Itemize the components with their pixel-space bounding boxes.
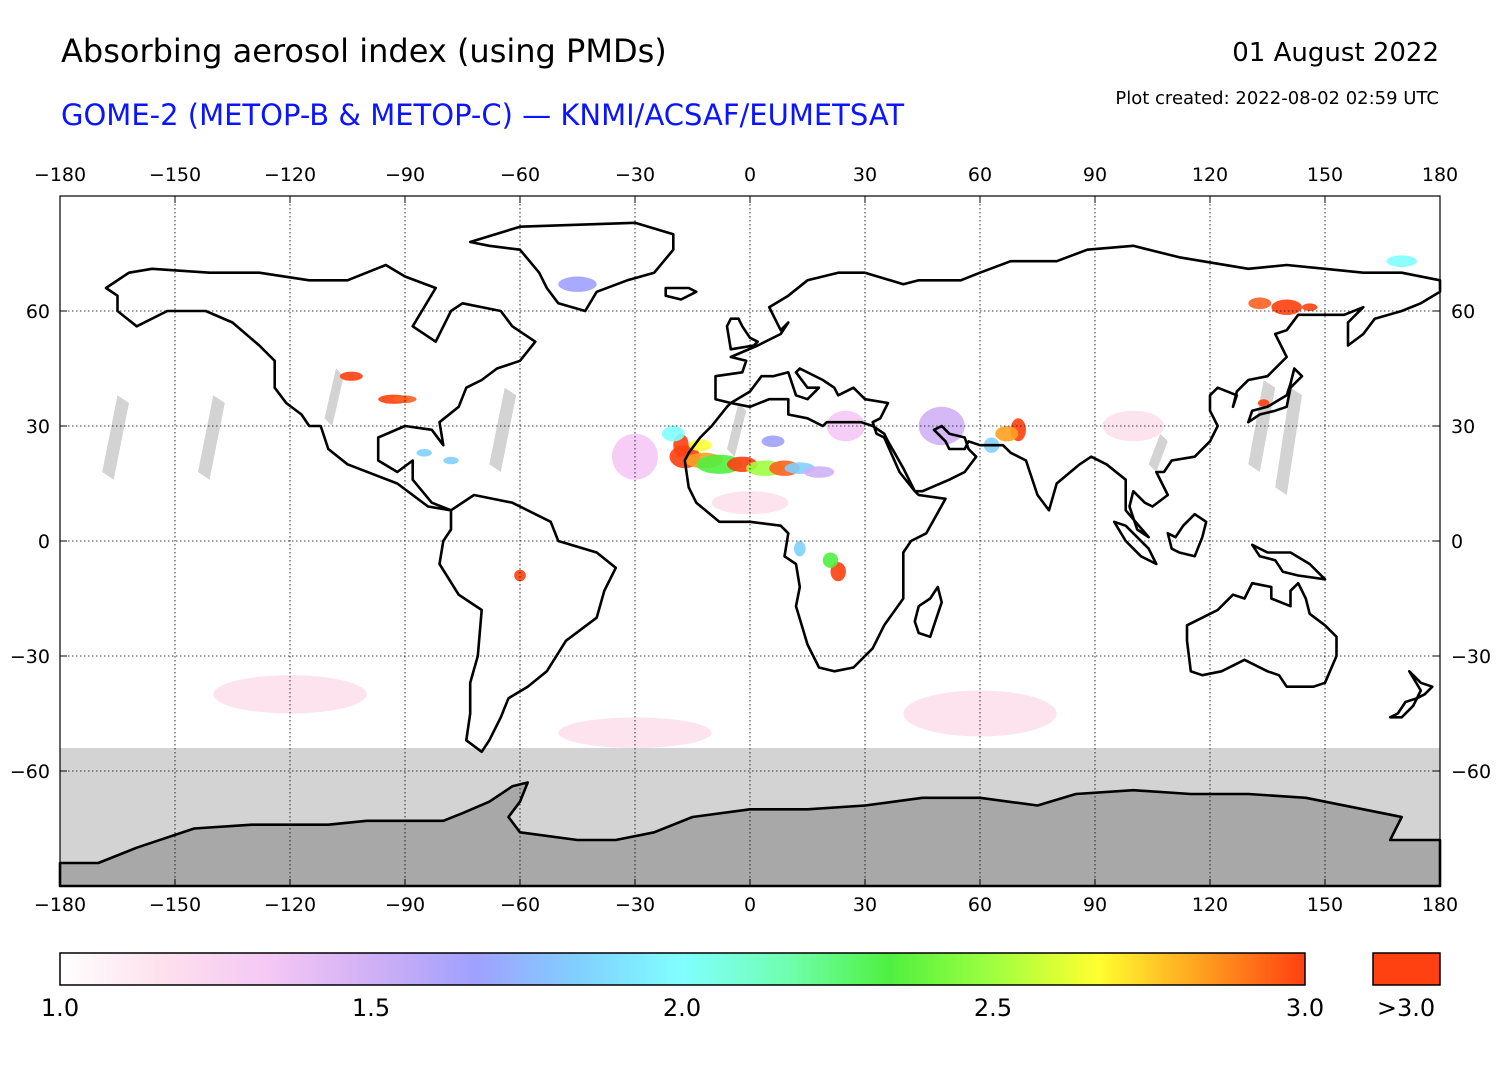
- aerosol-plume: [1248, 297, 1272, 310]
- aerosol-plume: [761, 435, 785, 448]
- lon-tick-label-bottom: −90: [385, 894, 425, 916]
- lon-tick-label-bottom: 150: [1307, 894, 1343, 916]
- lon-tick-label-top: −150: [149, 164, 201, 186]
- aerosol-plume: [1257, 399, 1270, 407]
- aerosol-plume: [213, 675, 367, 714]
- lat-tick-label-right: 0: [1451, 531, 1463, 553]
- aerosol-plume: [393, 395, 417, 404]
- colorbar-label: 2.0: [662, 994, 702, 1022]
- aerosol-plume: [711, 491, 789, 515]
- colorbar-gradient: [59, 952, 1306, 986]
- lon-tick-label-bottom: 90: [1083, 894, 1107, 916]
- lat-tick-label-right: −60: [1451, 761, 1491, 783]
- graticule: [60, 196, 1440, 886]
- lon-tick-label-bottom: −60: [500, 894, 540, 916]
- no-data-swath: [727, 403, 747, 457]
- coastline-africa-eurasia: [683, 244, 1442, 673]
- coastline-new-guinea: [1250, 543, 1327, 581]
- lat-tick-label-left: −60: [10, 761, 50, 783]
- coastline-britain: [725, 317, 759, 351]
- colorbar-overflow-swatch: [1372, 952, 1441, 986]
- lon-tick-label-bottom: −120: [264, 894, 316, 916]
- lon-tick-label-bottom: 60: [968, 894, 992, 916]
- lon-tick-label-bottom: 30: [853, 894, 877, 916]
- map-title: Absorbing aerosol index (using PMDs): [61, 32, 667, 70]
- map-subtitle: GOME-2 (METOP-B & METOP-C) — KNMI/ACSAF/…: [61, 98, 905, 132]
- lon-tick-label-top: 150: [1307, 164, 1343, 186]
- plot-created-timestamp: Plot created: 2022-08-02 02:59 UTC: [1115, 88, 1439, 109]
- aerosol-plume: [826, 410, 865, 442]
- no-data-swath: [1148, 433, 1168, 472]
- coastline-new-zealand: [1388, 670, 1434, 719]
- aerosol-plume: [794, 541, 806, 557]
- no-data-swath: [489, 387, 517, 472]
- aerosol-plume: [1386, 255, 1417, 267]
- no-data-swath: [324, 368, 344, 426]
- colorbar-overflow-label: >3.0: [1376, 994, 1436, 1022]
- map-date: 01 August 2022: [1232, 38, 1439, 68]
- coastline-greenland: [468, 221, 675, 313]
- lat-tick-label-right: 60: [1451, 301, 1475, 323]
- aerosol-plume: [830, 562, 846, 582]
- no-data-swath: [198, 395, 225, 480]
- aerosol-plume: [558, 276, 597, 292]
- lat-tick-label-left: 60: [26, 301, 50, 323]
- aerosol-plume: [822, 552, 839, 568]
- colorbar: [59, 952, 1441, 986]
- axis-ticks: −180 −180 −150 −150 −120 −120 −90 −90 −60 −60 −30 −…: [10, 164, 1491, 916]
- lat-tick-label-left: 0: [38, 531, 50, 553]
- aerosol-plume: [339, 371, 363, 381]
- lon-tick-label-bottom: −150: [149, 894, 201, 916]
- lon-tick-label-top: −60: [500, 164, 540, 186]
- lon-tick-label-top: −180: [34, 164, 86, 186]
- coastline-south-america: [438, 493, 618, 754]
- lon-tick-label-top: 0: [744, 164, 756, 186]
- colorbar-label: 2.5: [973, 994, 1013, 1022]
- aerosol-plume: [443, 456, 459, 465]
- lon-tick-label-top: 30: [853, 164, 877, 186]
- coastline-madagascar: [913, 585, 943, 639]
- colorbar-label: 1.0: [40, 994, 80, 1022]
- aerosol-plume: [995, 426, 1019, 442]
- aerosol-plume: [416, 449, 432, 457]
- aerosol-plume: [688, 439, 712, 452]
- map-panel: −180 −180 −150 −150 −120 −120 −90 −90 −60 −60 −30 −…: [10, 164, 1491, 916]
- aerosol-plume: [514, 569, 526, 582]
- coastline-iceland: [664, 286, 698, 301]
- no-data-swath: [1275, 387, 1302, 495]
- aerosol-plume: [1271, 299, 1302, 315]
- aerosol-plume: [661, 426, 685, 442]
- lon-tick-label-top: 60: [968, 164, 992, 186]
- no-data-swath: [102, 395, 129, 480]
- colorbar-label: 1.5: [351, 994, 391, 1022]
- lon-tick-label-top: −120: [264, 164, 316, 186]
- coastline-borneo: [1166, 512, 1208, 558]
- lon-tick-label-bottom: 120: [1192, 894, 1228, 916]
- lon-tick-label-top: 180: [1422, 164, 1458, 186]
- lon-tick-label-top: 120: [1192, 164, 1228, 186]
- lat-tick-label-left: 30: [26, 416, 50, 438]
- lon-tick-label-bottom: 0: [744, 894, 756, 916]
- lon-tick-label-top: −90: [385, 164, 425, 186]
- lat-tick-label-right: 30: [1451, 416, 1475, 438]
- lon-tick-label-top: 90: [1083, 164, 1107, 186]
- lat-tick-label-right: −30: [1451, 646, 1491, 668]
- aerosol-plume: [803, 466, 835, 478]
- lon-tick-label-top: −30: [615, 164, 655, 186]
- lon-tick-label-bottom: −30: [615, 894, 655, 916]
- lon-tick-label-bottom: 180: [1422, 894, 1458, 916]
- coastline-sumatra: [1112, 520, 1158, 566]
- aerosol-plume: [1302, 303, 1318, 312]
- lat-tick-label-left: −30: [10, 646, 50, 668]
- colorbar-label: 3.0: [1285, 994, 1325, 1022]
- lon-tick-label-bottom: −180: [34, 894, 86, 916]
- coastline-japan: [1247, 367, 1304, 424]
